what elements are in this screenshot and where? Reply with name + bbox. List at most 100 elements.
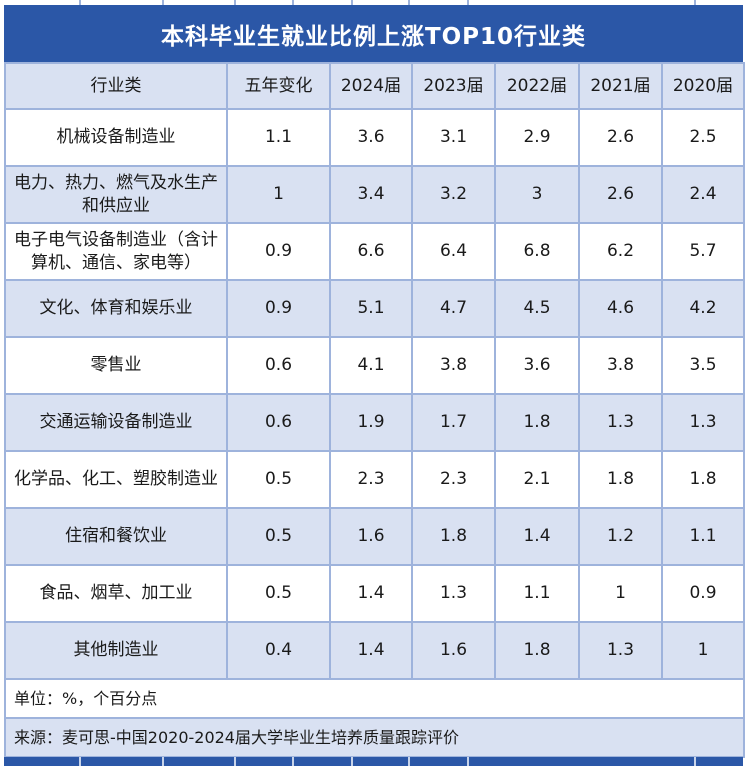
cell-value: 2.3 bbox=[411, 450, 496, 509]
cell-value: 1.8 bbox=[661, 450, 745, 509]
cell-value: 3.1 bbox=[411, 108, 496, 167]
source-note: 来源：麦可思-中国2020-2024届大学毕业生培养质量跟踪评价 bbox=[4, 717, 745, 758]
cell-value: 2.6 bbox=[578, 165, 663, 224]
cell-value: 6.4 bbox=[411, 222, 496, 281]
cell-value: 1.4 bbox=[494, 507, 580, 566]
cell-value: 2.4 bbox=[661, 165, 745, 224]
cell-value: 4.2 bbox=[661, 279, 745, 338]
cell-value: 2.9 bbox=[494, 108, 580, 167]
grid-tick bbox=[292, 757, 294, 766]
table-row: 零售业 0.6 4.1 3.8 3.6 3.8 3.5 bbox=[4, 336, 745, 395]
cropped-row-bottom bbox=[4, 757, 743, 766]
cell-value: 4.1 bbox=[329, 336, 413, 395]
cell-value: 2.5 bbox=[661, 108, 745, 167]
cell-value: 3.5 bbox=[661, 336, 745, 395]
cell-industry: 化学品、化工、塑胶制造业 bbox=[4, 450, 228, 509]
table-row: 住宿和餐饮业 0.5 1.6 1.8 1.4 1.2 1.1 bbox=[4, 507, 745, 566]
cell-value: 1.1 bbox=[494, 564, 580, 623]
cell-value: 5.1 bbox=[329, 279, 413, 338]
cell-industry: 食品、烟草、加工业 bbox=[4, 564, 228, 623]
cell-industry: 住宿和餐饮业 bbox=[4, 507, 228, 566]
grid-tick bbox=[467, 0, 469, 5]
grid-tick bbox=[694, 0, 696, 5]
cell-value: 0.5 bbox=[226, 507, 331, 566]
cell-value: 2.3 bbox=[329, 450, 413, 509]
cell-industry: 电子电气设备制造业（含计算机、通信、家电等） bbox=[4, 222, 228, 281]
cropped-row-top bbox=[4, 0, 743, 5]
unit-note: 单位：%，个百分点 bbox=[4, 678, 745, 719]
grid-tick bbox=[162, 0, 164, 5]
cell-value: 1.8 bbox=[494, 393, 580, 452]
cell-value: 4.5 bbox=[494, 279, 580, 338]
table-row: 电力、热力、燃气及水生产和供应业 1 3.4 3.2 3 2.6 2.4 bbox=[4, 165, 745, 224]
table-row: 化学品、化工、塑胶制造业 0.5 2.3 2.3 2.1 1.8 1.8 bbox=[4, 450, 745, 509]
header-row: 行业类 五年变化 2024届 2023届 2022届 2021届 2020届 bbox=[4, 62, 745, 110]
cell-value: 6.2 bbox=[578, 222, 663, 281]
cell-value: 1.3 bbox=[411, 564, 496, 623]
grid-tick bbox=[467, 757, 469, 766]
cell-value: 0.4 bbox=[226, 621, 331, 680]
cell-industry: 机械设备制造业 bbox=[4, 108, 228, 167]
cell-value: 5.7 bbox=[661, 222, 745, 281]
cell-value: 3.6 bbox=[329, 108, 413, 167]
grid-tick bbox=[408, 0, 410, 5]
table-row: 其他制造业 0.4 1.4 1.6 1.8 1.3 1 bbox=[4, 621, 745, 680]
cell-value: 4.6 bbox=[578, 279, 663, 338]
cell-value: 3.6 bbox=[494, 336, 580, 395]
grid-tick bbox=[234, 0, 236, 5]
grid-tick bbox=[351, 757, 353, 766]
cell-industry: 零售业 bbox=[4, 336, 228, 395]
cell-value: 6.6 bbox=[329, 222, 413, 281]
table-row: 文化、体育和娱乐业 0.9 5.1 4.7 4.5 4.6 4.2 bbox=[4, 279, 745, 338]
cell-value: 2.1 bbox=[494, 450, 580, 509]
cell-value: 3.4 bbox=[329, 165, 413, 224]
cell-value: 1.1 bbox=[226, 108, 331, 167]
cell-value: 1.8 bbox=[494, 621, 580, 680]
table-row: 电子电气设备制造业（含计算机、通信、家电等） 0.9 6.6 6.4 6.8 6.2 5.7 bbox=[4, 222, 745, 281]
statistics-table: 本科毕业生就业比例上涨TOP10行业类 行业类 五年变化 2024届 2023届 202… bbox=[4, 5, 745, 758]
column-header: 行业类 bbox=[4, 62, 228, 110]
column-header: 2021届 bbox=[578, 62, 663, 110]
cell-value: 0.5 bbox=[226, 564, 331, 623]
cell-value: 1.2 bbox=[578, 507, 663, 566]
cell-value: 4.7 bbox=[411, 279, 496, 338]
cell-value: 1.3 bbox=[578, 393, 663, 452]
grid-tick bbox=[79, 0, 81, 5]
cell-value: 1.9 bbox=[329, 393, 413, 452]
cell-industry: 交通运输设备制造业 bbox=[4, 393, 228, 452]
column-header: 2023届 bbox=[411, 62, 496, 110]
cell-value: 1.7 bbox=[411, 393, 496, 452]
cell-value: 3.8 bbox=[578, 336, 663, 395]
cell-value: 1 bbox=[661, 621, 745, 680]
column-header: 五年变化 bbox=[226, 62, 331, 110]
cell-value: 0.6 bbox=[226, 336, 331, 395]
cell-value: 0.6 bbox=[226, 393, 331, 452]
column-header: 2020届 bbox=[661, 62, 745, 110]
cell-industry: 电力、热力、燃气及水生产和供应业 bbox=[4, 165, 228, 224]
cell-value: 3.8 bbox=[411, 336, 496, 395]
cell-industry: 文化、体育和娱乐业 bbox=[4, 279, 228, 338]
cell-value: 1.8 bbox=[411, 507, 496, 566]
grid-tick bbox=[351, 0, 353, 5]
table-row: 食品、烟草、加工业 0.5 1.4 1.3 1.1 1 0.9 bbox=[4, 564, 745, 623]
cell-industry: 其他制造业 bbox=[4, 621, 228, 680]
cell-value: 3.2 bbox=[411, 165, 496, 224]
grid-tick bbox=[162, 757, 164, 766]
grid-tick bbox=[292, 0, 294, 5]
data-grid: 行业类 五年变化 2024届 2023届 2022届 2021届 2020届 机械设备制造业… bbox=[4, 62, 745, 758]
cell-value: 0.9 bbox=[226, 222, 331, 281]
cell-value: 3 bbox=[494, 165, 580, 224]
table-row: 交通运输设备制造业 0.6 1.9 1.7 1.8 1.3 1.3 bbox=[4, 393, 745, 452]
cell-value: 2.6 bbox=[578, 108, 663, 167]
cell-value: 1.8 bbox=[578, 450, 663, 509]
cell-value: 1.6 bbox=[411, 621, 496, 680]
cell-value: 1.3 bbox=[578, 621, 663, 680]
source-note-row: 来源：麦可思-中国2020-2024届大学毕业生培养质量跟踪评价 bbox=[4, 717, 745, 758]
cell-value: 0.5 bbox=[226, 450, 331, 509]
unit-note-row: 单位：%，个百分点 bbox=[4, 678, 745, 719]
cell-value: 1.3 bbox=[661, 393, 745, 452]
cell-value: 1 bbox=[226, 165, 331, 224]
table-title: 本科毕业生就业比例上涨TOP10行业类 bbox=[4, 5, 743, 62]
cell-value: 1.6 bbox=[329, 507, 413, 566]
